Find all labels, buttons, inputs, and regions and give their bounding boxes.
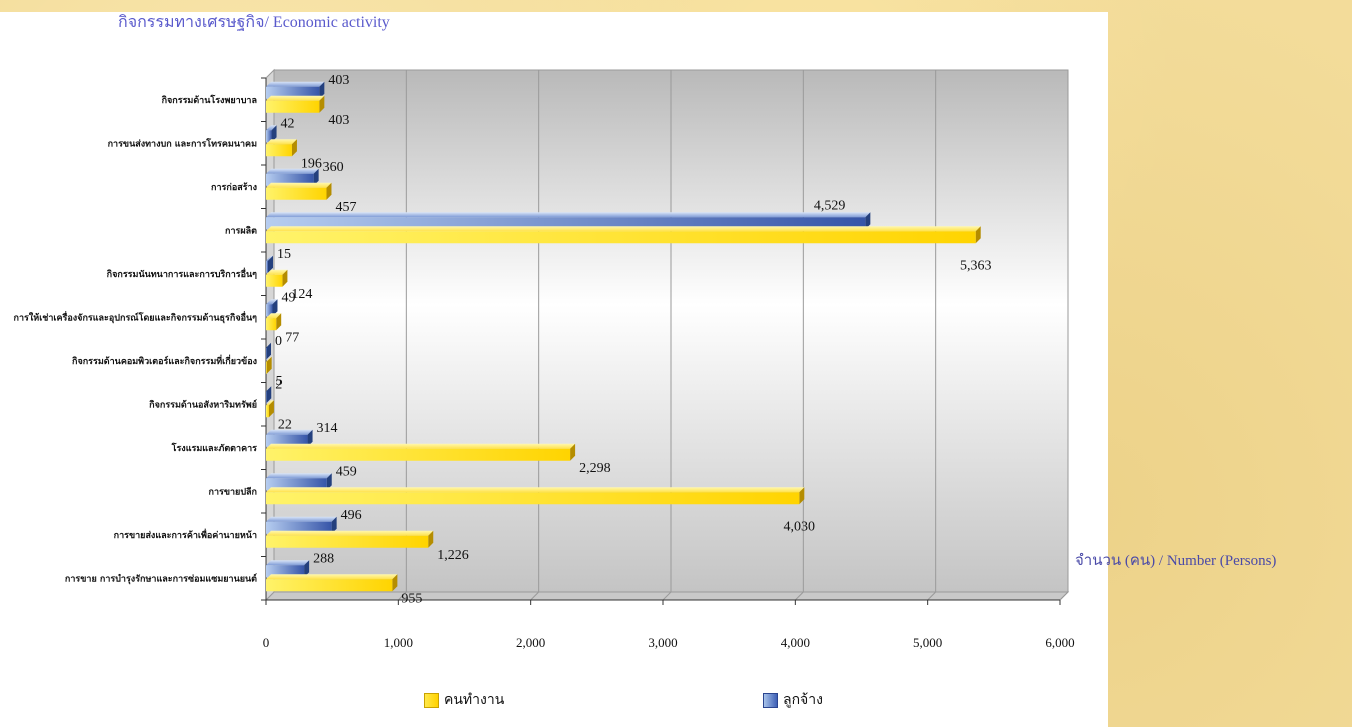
data-label-workers: 403 [328, 113, 349, 128]
data-label-workers: 5 [276, 374, 283, 389]
category-label: กิจกรรมนันทนาการและการบริการอื่นๆ [106, 267, 257, 280]
x-gridline-floor [927, 591, 937, 601]
bar-workers [266, 356, 272, 374]
legend-workers: คนทำงาน [424, 690, 504, 710]
data-label-employees: 42 [281, 116, 295, 131]
x-gridline-floor [662, 591, 672, 601]
category-label: โรงแรมและภัตตาคาร [171, 442, 258, 454]
bar-employees [266, 125, 277, 143]
data-label-employees: 360 [323, 160, 344, 175]
data-label-employees: 4,529 [814, 198, 846, 213]
data-label-workers: 5,363 [960, 258, 992, 273]
bar-workers [266, 139, 297, 157]
bar-workers [266, 313, 282, 331]
bar-workers [266, 400, 274, 418]
category-label: การขายส่งและการค้าเพื่อค่านายหน้า [114, 528, 257, 541]
x-tick-label: 2,000 [516, 635, 545, 650]
legend-employees: ลูกจ้าง [763, 690, 823, 710]
category-label: กิจกรรมด้านอสังหาริมทรัพย์ [149, 398, 257, 410]
x-gridline-floor [397, 591, 407, 601]
category-label: การขาย การบำรุงรักษาและการซ่อมแซมยานยนต์ [65, 572, 257, 584]
bar-workers [266, 226, 981, 244]
bar-workers [266, 530, 434, 548]
data-label-employees: 15 [277, 247, 291, 262]
data-label-employees: 49 [281, 290, 295, 305]
category-label: การก่อสร้าง [211, 182, 257, 193]
bar-workers [266, 487, 805, 505]
x-tick-label: 6,000 [1045, 635, 1074, 650]
bar-employees [266, 255, 273, 273]
category-label: การผลิต [225, 225, 257, 236]
data-label-workers: 196 [301, 156, 322, 171]
legend-employees-swatch [763, 692, 778, 708]
data-label-employees: 288 [313, 551, 334, 566]
bar-workers [266, 443, 576, 461]
data-label-employees: 459 [336, 464, 357, 479]
legend-workers-label: คนทำงาน [444, 693, 505, 708]
bar-workers [266, 182, 332, 200]
data-label-employees: 496 [341, 508, 362, 523]
data-label-workers: 955 [401, 591, 422, 606]
category-label: การขนส่งทางบก และการโทรคมนาคม [108, 137, 257, 149]
bar-workers [266, 95, 325, 113]
x-axis-title: จำนวน (คน) / Number (Persons) [1075, 553, 1277, 569]
data-label-workers: 1,226 [437, 548, 469, 563]
data-label-employees: 403 [328, 73, 349, 88]
data-label-workers: 124 [291, 287, 312, 302]
x-tick-label: 4,000 [781, 635, 810, 650]
x-gridline-floor [530, 591, 540, 601]
x-gridline-floor [794, 591, 804, 601]
data-label-employees: 314 [317, 421, 338, 436]
data-label-workers: 2,298 [579, 461, 611, 476]
data-label-workers: 22 [278, 417, 292, 432]
bar-employees [266, 342, 271, 360]
chart-title: กิจกรรมทางเศรษฐกิจ/ Economic activity [118, 14, 390, 31]
x-tick-label: 0 [263, 635, 270, 650]
data-label-workers: 4,030 [784, 519, 816, 534]
x-tick-label: 1,000 [384, 635, 413, 650]
bar-employees [266, 299, 278, 317]
legend-workers-swatch [424, 692, 439, 708]
data-label-employees: 2 [275, 377, 282, 392]
category-label: กิจกรรมด้านคอมพิวเตอร์และกิจกรรมที่เกี่ย… [71, 354, 257, 367]
x-tick-label: 5,000 [913, 635, 942, 650]
category-label: การขายปลีก [209, 486, 258, 497]
x-tick-label: 3,000 [648, 635, 677, 650]
bar-employees [266, 386, 272, 404]
legend-employees-label: ลูกจ้าง [783, 693, 823, 708]
bar-workers [266, 269, 288, 287]
data-label-employees: 0 [275, 334, 282, 349]
data-label-workers: 457 [335, 200, 356, 215]
category-label: กิจกรรมด้านโรงพยาบาล [161, 94, 257, 106]
x-gridline-floor [1059, 591, 1069, 601]
bar-workers [266, 574, 398, 592]
category-label: การให้เช่าเครื่องจักรและอุปกรณ์โดยและกิจ… [14, 310, 258, 323]
data-label-workers: 77 [285, 330, 299, 345]
